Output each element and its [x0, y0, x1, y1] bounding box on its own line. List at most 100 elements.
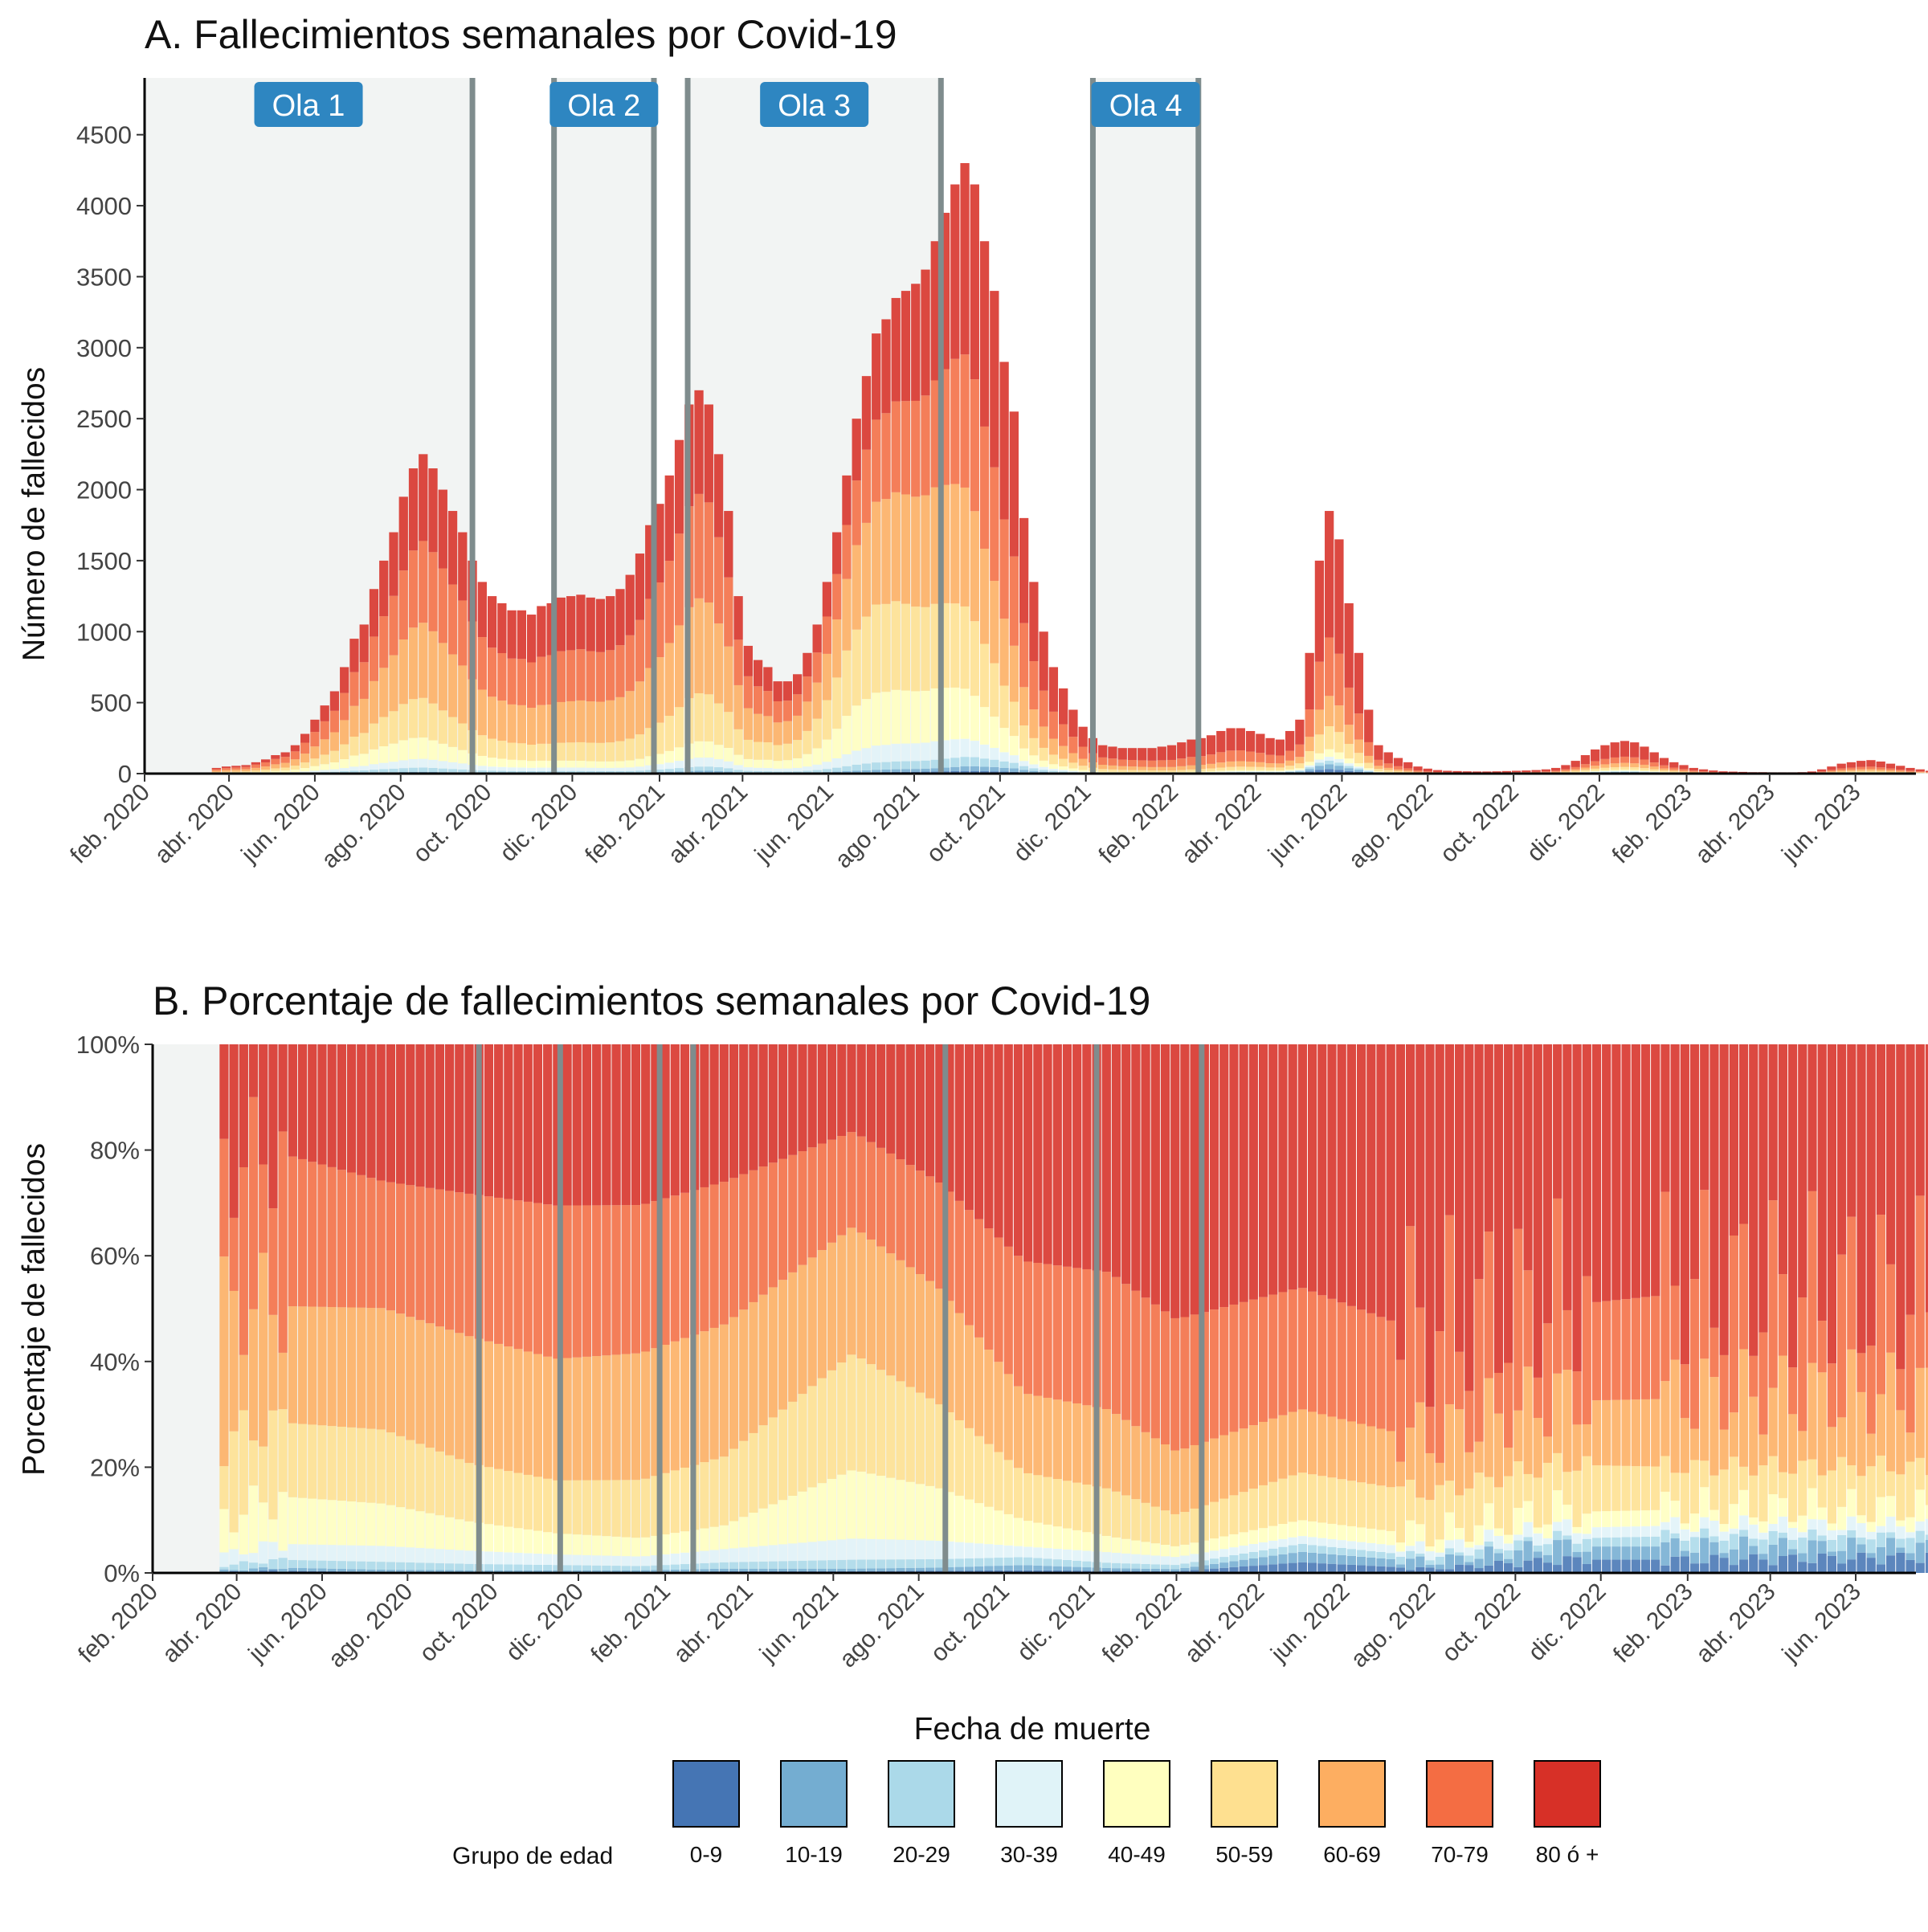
panel-b-bar-segment — [1347, 1481, 1356, 1526]
panel-a-bar-segment — [349, 756, 358, 767]
panel-b-bar-segment — [965, 1428, 974, 1500]
panel-a-bar-segment — [478, 756, 487, 766]
panel-a-bar-segment — [862, 764, 871, 770]
panel-a-bar-segment — [862, 748, 871, 763]
panel-a-bar-segment — [222, 766, 231, 768]
panel-b-bar-segment — [1779, 1556, 1787, 1573]
panel-b-bar-segment — [1621, 1526, 1630, 1537]
panel-b-bar-segment — [1063, 1560, 1072, 1566]
panel-b-bar-segment — [671, 1533, 680, 1554]
panel-b-bar-segment — [1660, 1542, 1669, 1566]
panel-a-bar-segment — [1256, 770, 1264, 771]
panel-b-bar-segment — [1611, 1400, 1620, 1466]
panel-b-bar-segment — [1072, 1403, 1081, 1483]
panel-a-bar-segment — [754, 660, 762, 687]
panel-b-bar-segment — [1436, 1565, 1444, 1570]
panel-b-bar-week-131 — [1494, 1044, 1503, 1573]
panel-a-bar-segment — [1138, 760, 1146, 766]
panel-a-title: A. Fallecimientos semanales por Covid-19 — [145, 12, 897, 57]
panel-b-bar-week-37 — [573, 1044, 582, 1573]
panel-b-bar-segment — [916, 1274, 925, 1393]
panel-a-bar-segment — [813, 765, 822, 770]
panel-a-bar-segment — [321, 739, 329, 754]
panel-b-bar-segment — [1611, 1538, 1620, 1546]
panel-b-bar-segment — [562, 1044, 571, 1206]
panel-b-bar-segment — [1406, 1558, 1415, 1570]
panel-b-bar-segment — [337, 1545, 346, 1561]
panel-b-bar-week-172 — [1896, 1044, 1905, 1573]
panel-b-bar-segment — [1131, 1426, 1140, 1499]
panel-b-bar-segment — [720, 1569, 729, 1571]
panel-a-bar-segment — [507, 705, 516, 743]
panel-b-bar-segment — [415, 1044, 424, 1187]
panel-b-bar-week-30 — [504, 1044, 513, 1573]
panel-a-bar-week-51 — [705, 404, 713, 774]
panel-b-bar-segment — [739, 1569, 748, 1571]
panel-b-bar-segment — [337, 1170, 346, 1307]
panel-b-bar-segment — [1818, 1535, 1827, 1541]
panel-b-bar-segment — [298, 1498, 307, 1545]
panel-b-bar-segment — [778, 1544, 787, 1561]
panel-b-bar-week-151 — [1690, 1044, 1699, 1573]
panel-b-bar-segment — [1072, 1550, 1081, 1561]
panel-b-bar-segment — [1709, 1377, 1718, 1476]
panel-b-bar-segment — [1583, 1534, 1591, 1538]
panel-b-bar-segment — [1485, 1503, 1493, 1530]
panel-b-bar-segment — [788, 1044, 797, 1155]
panel-b-bar-week-66 — [857, 1044, 866, 1573]
panel-a-bar-week-52 — [714, 454, 723, 774]
panel-a-bar-segment — [280, 752, 289, 757]
panel-b-bar-segment — [1749, 1397, 1758, 1476]
panel-b-bar-segment — [366, 1308, 375, 1429]
panel-a-bar-segment — [1138, 770, 1146, 772]
panel-a-bar-segment — [1718, 771, 1727, 772]
panel-b-bar-week-148 — [1660, 1044, 1669, 1573]
panel-b-bar-segment — [1180, 1317, 1189, 1448]
panel-a-bar-segment — [626, 771, 635, 773]
panel-a-bar-segment — [1256, 753, 1264, 762]
panel-a-bar-segment — [537, 606, 545, 656]
panel-a-bar-segment — [321, 770, 329, 773]
panel-b-bar-week-60 — [798, 1044, 807, 1573]
panel-b-bar-segment — [1671, 1557, 1680, 1573]
panel-a-bar-segment — [694, 758, 703, 766]
panel-b-bar-segment — [680, 1193, 689, 1338]
panel-b-bar-segment — [1357, 1423, 1366, 1482]
panel-b-bar-segment — [1828, 1523, 1836, 1530]
panel-b-bar-segment — [759, 1562, 768, 1569]
panel-b-bar-segment — [1523, 1044, 1532, 1270]
panel-b-bar-segment — [1170, 1318, 1179, 1451]
panel-b-bar-segment — [1464, 1391, 1473, 1452]
panel-b-bar-segment — [622, 1538, 631, 1557]
panel-a-bar-segment — [1650, 752, 1659, 762]
panel-b-bar-segment — [1818, 1044, 1827, 1321]
panel-a-bar-segment — [1295, 763, 1304, 768]
panel-b-x-tick-label: abr. 2023 — [1691, 1579, 1781, 1669]
panel-b-bar-segment — [729, 1178, 738, 1317]
panel-a-bar-segment — [517, 767, 526, 770]
panel-b-bar-week-95 — [1141, 1044, 1150, 1573]
panel-a-bar-segment — [1424, 771, 1432, 772]
panel-a-bar-segment — [1236, 772, 1245, 773]
panel-a-bar-segment — [754, 760, 762, 768]
panel-a-bar-segment — [763, 742, 772, 760]
panel-b-bar-segment — [680, 1044, 689, 1193]
panel-b-bar-segment — [533, 1203, 542, 1354]
panel-b-bar-segment — [426, 1188, 435, 1323]
panel-a-bar-segment — [222, 770, 231, 772]
panel-b-bar-segment — [1474, 1044, 1483, 1279]
panel-b-bar-segment — [562, 1206, 571, 1358]
panel-a-bar-segment — [675, 533, 684, 625]
panel-b-bar-segment — [1671, 1501, 1680, 1517]
panel-a-bar-segment — [507, 611, 516, 659]
panel-b-bar-segment — [1808, 1191, 1816, 1363]
panel-b-bar-segment — [1739, 1537, 1748, 1560]
panel-a-bar-segment — [1010, 702, 1019, 737]
panel-b-bar-segment — [1739, 1530, 1748, 1536]
panel-b-bar-segment — [857, 1232, 866, 1358]
panel-b-bar-segment — [288, 1306, 297, 1423]
panel-b-bar-segment — [729, 1548, 738, 1562]
panel-a-bar-segment — [1019, 518, 1028, 623]
panel-a-bar-segment — [458, 600, 467, 665]
panel-b-bar-segment — [925, 1281, 934, 1399]
